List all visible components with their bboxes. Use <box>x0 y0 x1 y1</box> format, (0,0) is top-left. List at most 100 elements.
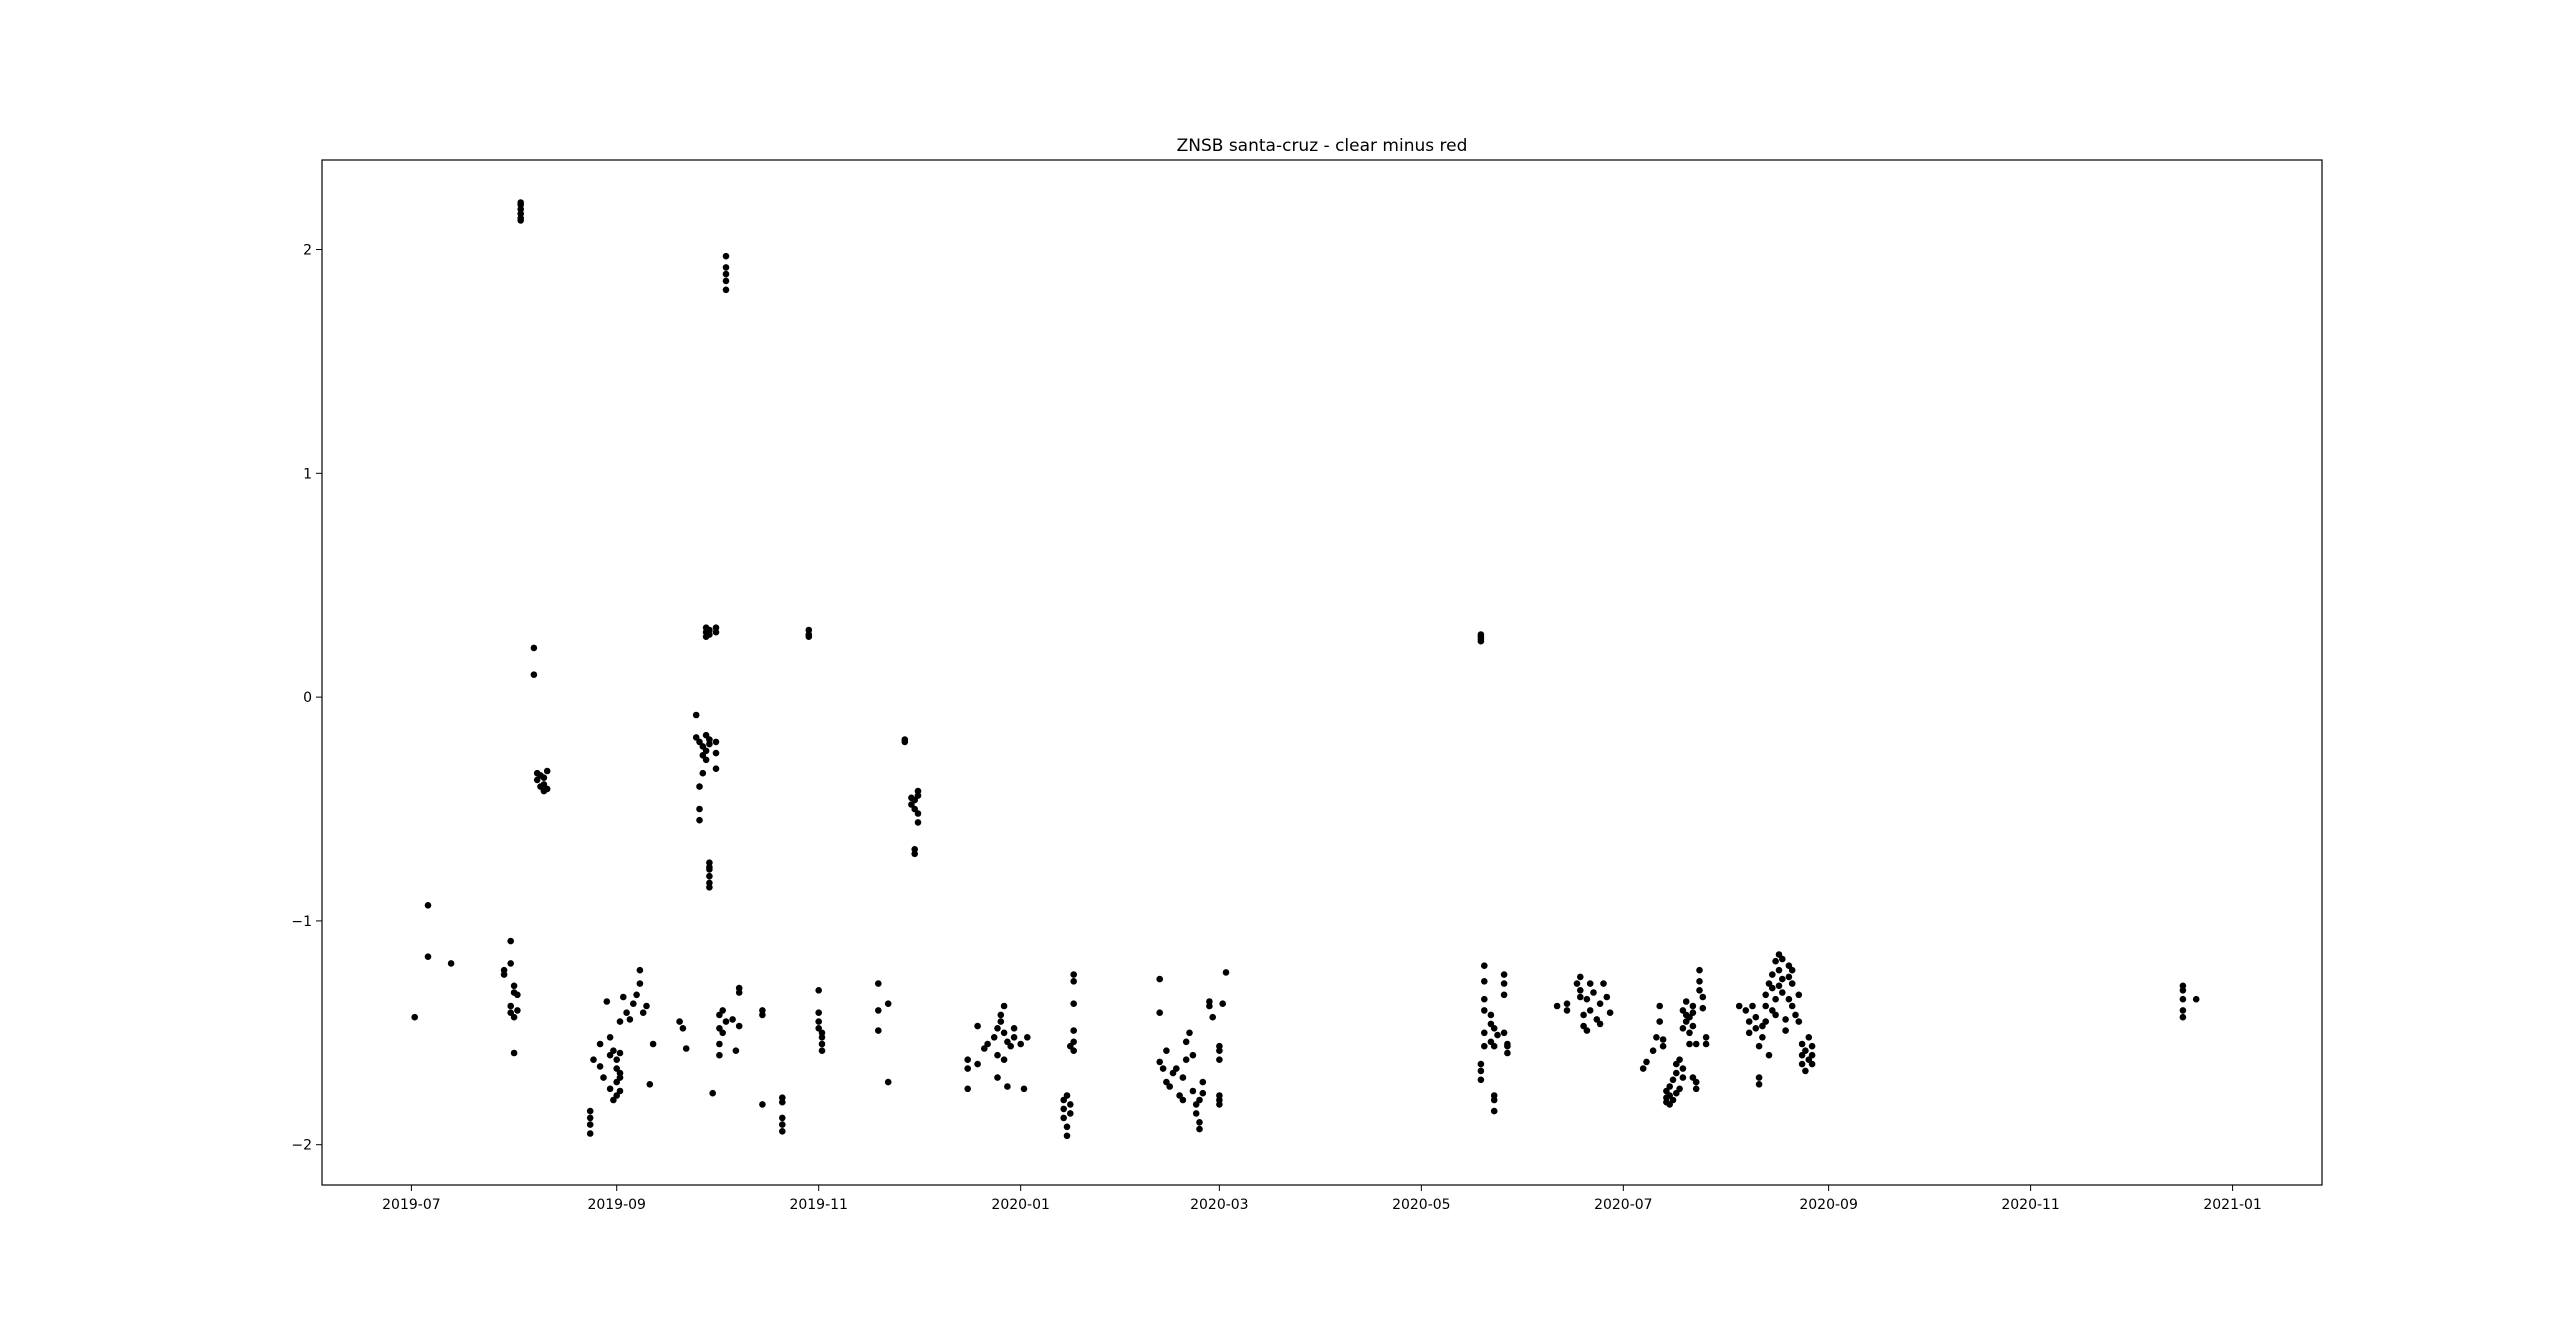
data-point <box>1785 995 1793 1003</box>
data-point <box>911 850 918 858</box>
data-point <box>1772 995 1779 1003</box>
chart-title: ZNSB santa-cruz - clear minus red <box>1177 136 1468 156</box>
data-point <box>696 816 703 824</box>
data-point <box>1500 980 1508 987</box>
data-point <box>1481 1042 1488 1050</box>
data-point <box>1669 1076 1677 1084</box>
data-point <box>1000 1056 1008 1063</box>
data-point <box>1000 1002 1008 1010</box>
data-point <box>1643 1058 1650 1066</box>
data-point <box>1689 1002 1697 1010</box>
data-point <box>1553 1002 1561 1010</box>
data-point <box>706 872 713 880</box>
data-point <box>2179 995 2187 1003</box>
data-point <box>914 810 922 817</box>
data-point <box>1196 1096 1203 1104</box>
data-point <box>1805 1034 1813 1041</box>
data-point <box>1563 1007 1571 1014</box>
data-point <box>616 1049 624 1057</box>
data-point <box>630 1000 637 1007</box>
data-point <box>1577 993 1584 1001</box>
data-point <box>1222 969 1230 976</box>
data-point <box>1656 1018 1663 1025</box>
data-point <box>1490 1042 1498 1050</box>
data-point <box>1603 993 1611 1001</box>
data-point <box>514 1007 521 1014</box>
plot-frame <box>321 159 2323 1186</box>
data-point <box>1669 1096 1677 1104</box>
data-point <box>543 767 551 775</box>
data-point <box>1573 980 1581 987</box>
data-point <box>1216 1042 1223 1050</box>
data-point <box>517 199 524 206</box>
data-point <box>1759 1034 1766 1041</box>
data-point <box>1481 978 1488 985</box>
data-point <box>1070 978 1077 985</box>
data-point <box>759 1011 766 1019</box>
data-point <box>590 1056 597 1063</box>
data-point <box>1792 1011 1799 1019</box>
data-point <box>1686 1013 1693 1021</box>
data-point <box>586 1107 594 1115</box>
data-point <box>1156 1058 1163 1066</box>
data-point <box>1679 1074 1687 1081</box>
data-point <box>2192 995 2200 1003</box>
data-point <box>1686 1029 1693 1037</box>
x-tick-label: 2020-03 <box>1190 1197 1249 1213</box>
data-point <box>815 1009 822 1016</box>
data-point <box>1563 1000 1571 1007</box>
data-point <box>722 277 730 285</box>
data-point <box>712 765 720 772</box>
data-point <box>1606 1009 1614 1016</box>
data-point <box>1689 1009 1697 1016</box>
data-point <box>1182 1056 1190 1063</box>
data-point <box>1580 1011 1587 1019</box>
x-tick-label: 2019-11 <box>789 1197 848 1213</box>
data-point <box>1481 962 1488 969</box>
data-point <box>1692 1078 1700 1086</box>
data-point <box>1656 1002 1663 1010</box>
data-point <box>643 1002 650 1010</box>
data-point <box>884 1078 892 1086</box>
data-point <box>815 987 822 994</box>
data-point <box>994 1051 1001 1059</box>
data-point <box>610 1047 617 1054</box>
data-point <box>779 1128 786 1135</box>
y-tick-label: 1 <box>303 466 312 482</box>
data-point <box>1063 1092 1071 1099</box>
data-point <box>510 982 518 990</box>
data-point <box>1504 1049 1511 1057</box>
data-point <box>1769 971 1776 978</box>
data-point <box>702 756 710 764</box>
data-point <box>1070 1000 1077 1007</box>
data-point <box>1755 1074 1763 1081</box>
data-point <box>1199 1078 1207 1086</box>
data-point <box>1477 1067 1485 1075</box>
data-point <box>1775 982 1783 990</box>
data-point <box>1192 1110 1200 1117</box>
data-point <box>626 1016 634 1023</box>
data-point <box>1769 984 1776 992</box>
data-point <box>706 626 713 634</box>
data-point <box>1682 998 1690 1005</box>
data-point <box>1481 1029 1488 1037</box>
x-tick-label: 2021-01 <box>2203 1197 2262 1213</box>
data-point <box>586 1121 594 1128</box>
data-point <box>1699 1004 1707 1012</box>
data-point <box>875 1027 882 1034</box>
data-point <box>596 1063 604 1070</box>
data-point <box>1749 1002 1756 1010</box>
data-point <box>722 270 730 278</box>
data-point <box>2179 1013 2187 1021</box>
data-point <box>649 1040 657 1048</box>
y-axis: −2 −1 0 1 2 <box>291 243 322 1154</box>
data-point <box>1500 971 1508 978</box>
data-point <box>411 1013 419 1021</box>
data-point <box>818 1047 826 1054</box>
data-point <box>729 1016 736 1023</box>
data-point <box>1063 1123 1071 1131</box>
data-point <box>1179 1096 1187 1104</box>
data-point <box>901 738 909 746</box>
data-point <box>1067 1101 1074 1108</box>
